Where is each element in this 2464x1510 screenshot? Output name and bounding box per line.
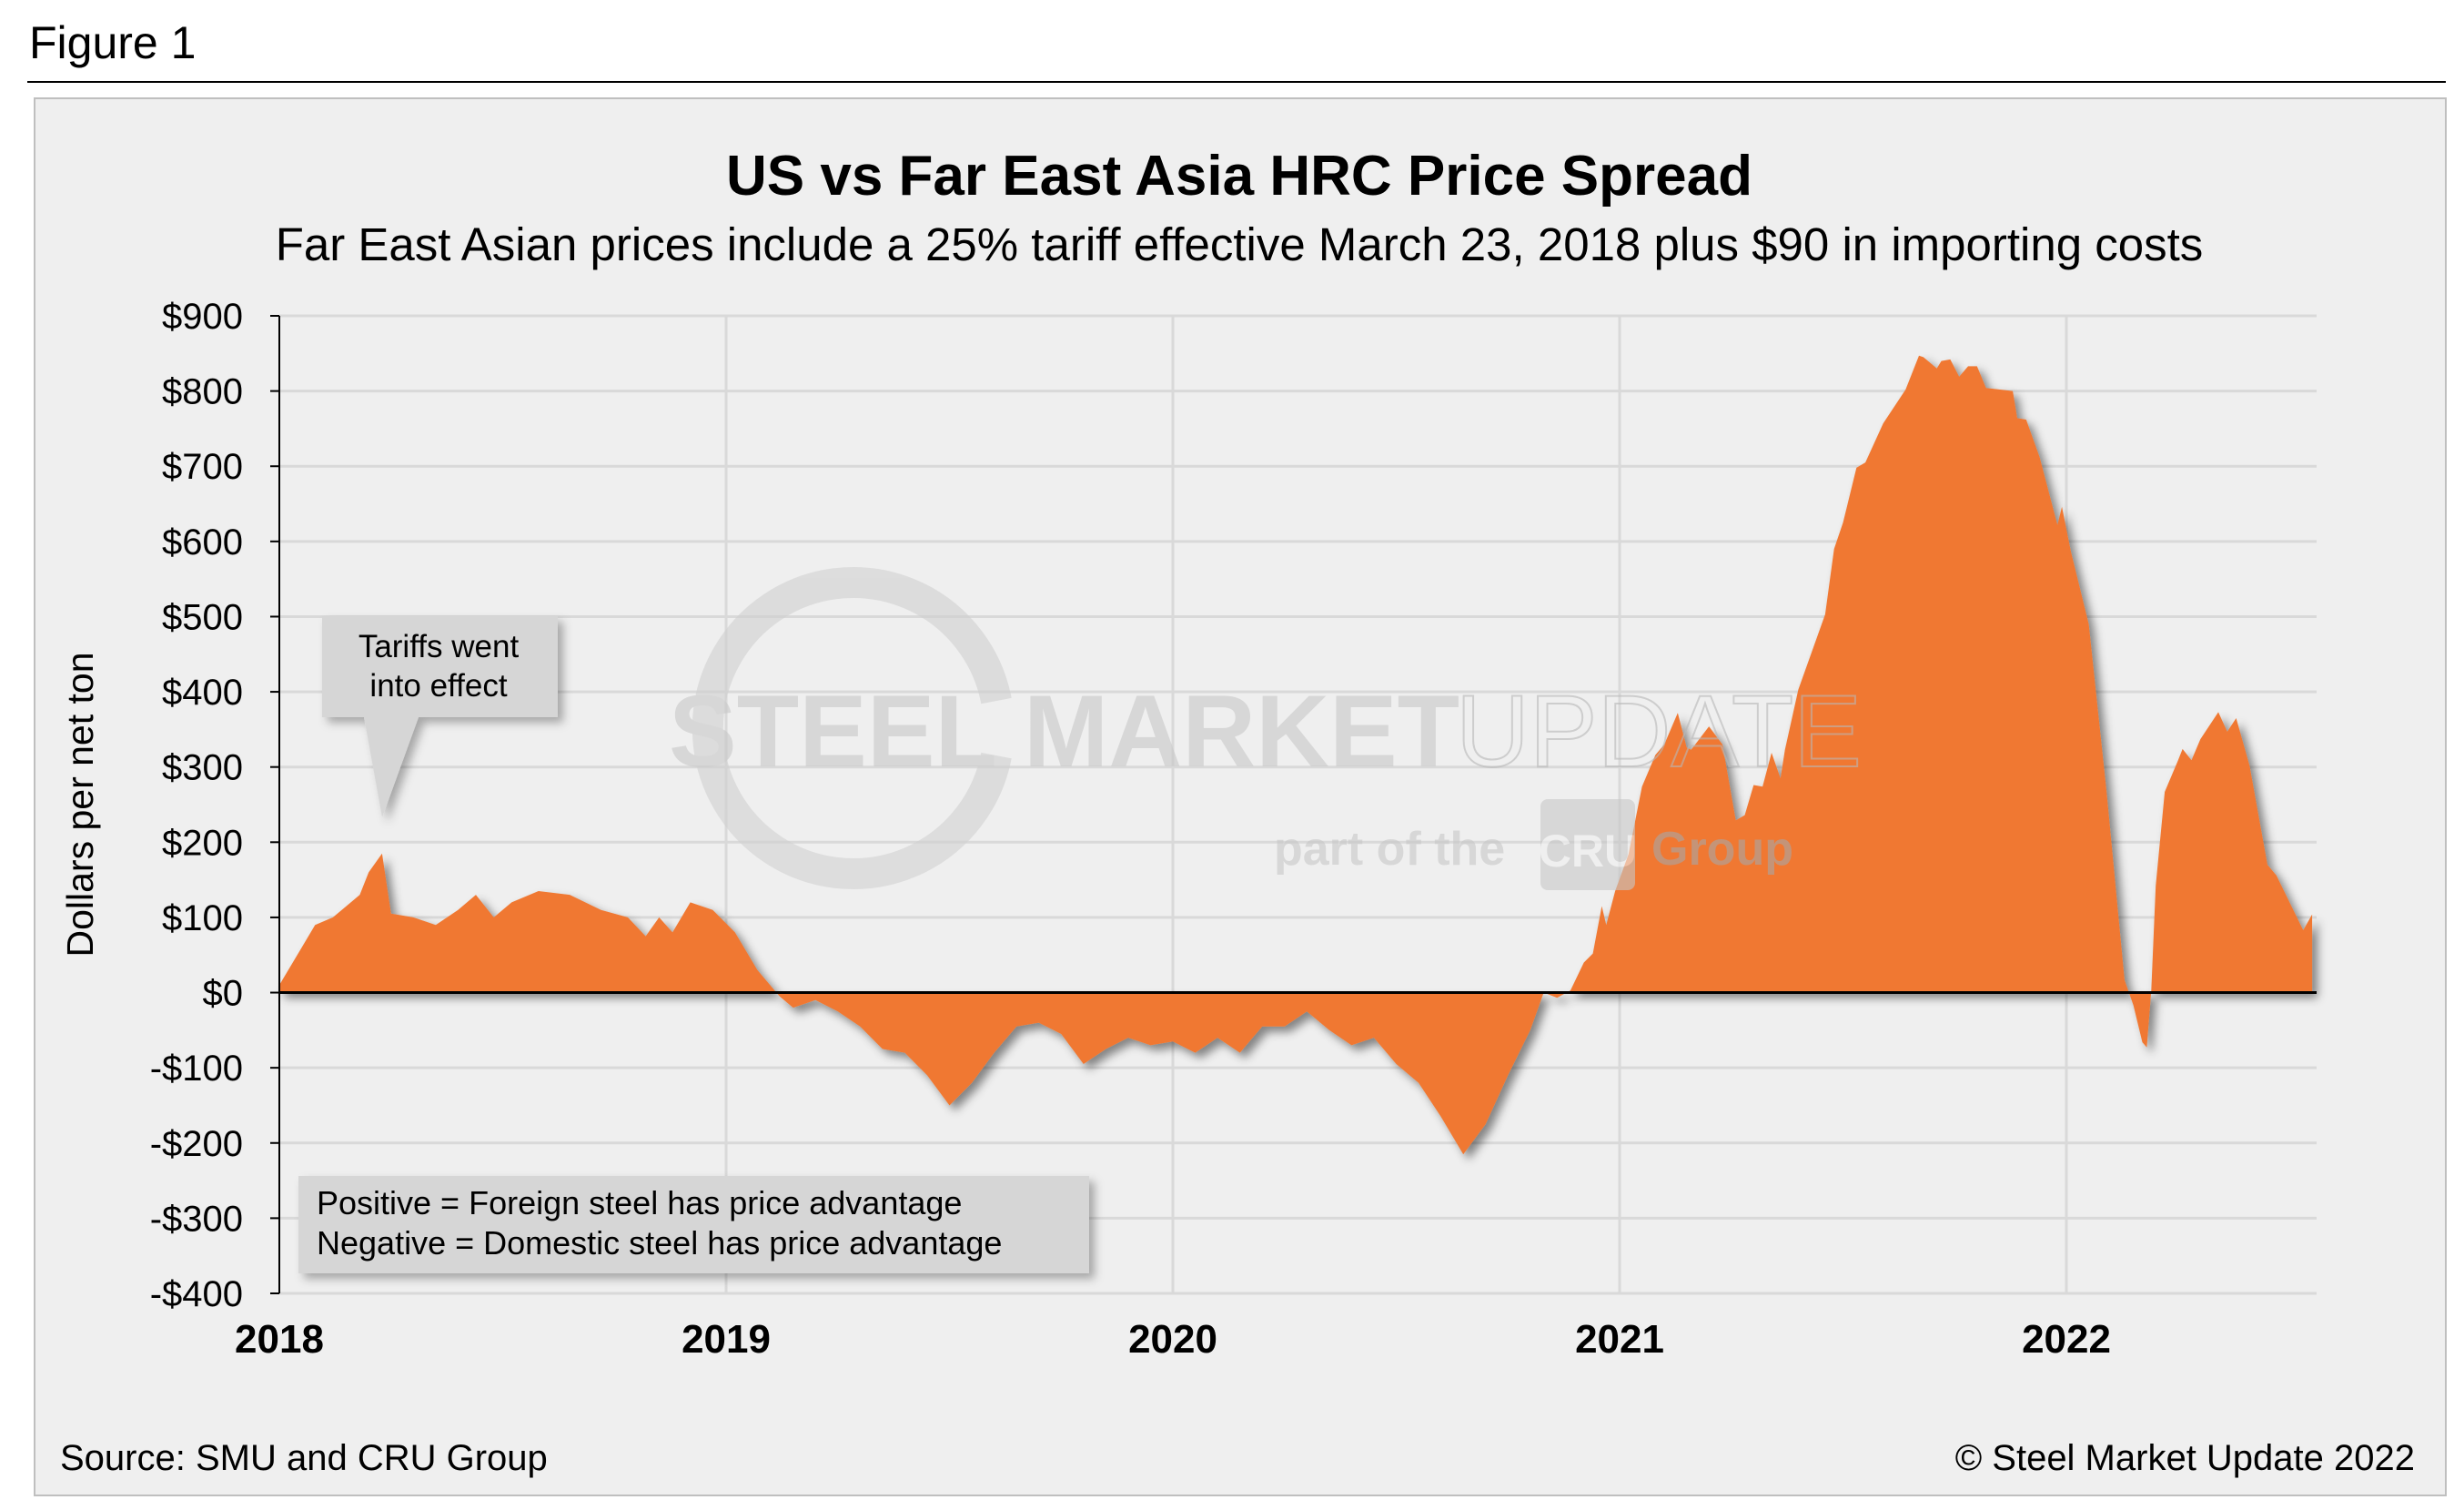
watermark-logo: STEEL MARKET UPDATE part of the CRU Grou… xyxy=(669,567,1863,890)
legend-note-negative: Negative = Domestic steel has price adva… xyxy=(317,1224,1002,1262)
watermark-part-of: part of the xyxy=(1274,823,1505,876)
axes: $900 $800 $700 $600 $500 $400 $300 $200 $100 $0 -$… xyxy=(150,297,2317,1362)
x-tick-label: 2020 xyxy=(1128,1317,1217,1362)
callout-bubble xyxy=(322,616,558,817)
y-tick-label: $500 xyxy=(162,597,243,637)
legend-note-positive: Positive = Foreign steel has price advan… xyxy=(317,1184,962,1221)
copyright-note: © Steel Market Update 2022 xyxy=(1955,1438,2415,1478)
y-tick-label: $400 xyxy=(162,673,243,713)
tariff-callout xyxy=(322,616,558,817)
y-tick-label: -$400 xyxy=(150,1274,243,1314)
chart-title: US vs Far East Asia HRC Price Spread xyxy=(726,145,1752,208)
y-tick-label: $700 xyxy=(162,447,243,487)
chart-subtitle: Far East Asian prices include a 25% tari… xyxy=(276,218,2204,270)
x-tick-label: 2018 xyxy=(235,1317,324,1362)
y-tick-label: $100 xyxy=(162,898,243,938)
source-note: Source: SMU and CRU Group xyxy=(60,1438,548,1478)
watermark-text-light: UPDATE xyxy=(1456,674,1862,788)
y-tick-label: $300 xyxy=(162,748,243,788)
x-tick-label: 2022 xyxy=(2022,1317,2111,1362)
watermark-cru-box xyxy=(1540,799,1635,890)
watermark-cru: CRU xyxy=(1539,826,1637,877)
x-tick-label: 2021 xyxy=(1575,1317,1664,1362)
y-axis-label: Dollars per net ton xyxy=(59,652,101,957)
spread-area xyxy=(279,355,2313,1155)
y-tick-label: $600 xyxy=(162,522,243,562)
y-tick-label: -$300 xyxy=(150,1199,243,1239)
y-tick-label: -$200 xyxy=(150,1124,243,1164)
x-tick-label: 2019 xyxy=(682,1317,771,1362)
callout-line-2: into effect xyxy=(369,668,507,704)
y-tick-label: $200 xyxy=(162,823,243,863)
watermark-ring-icon xyxy=(692,567,1012,889)
y-tick-label: -$100 xyxy=(150,1049,243,1089)
legend-note-box xyxy=(298,1176,1089,1273)
y-tick-label: $0 xyxy=(203,974,244,1014)
figure-label: Figure 1 xyxy=(29,17,196,68)
watermark-text-bold: STEEL MARKET xyxy=(669,674,1459,788)
callout-line-1: Tariffs went xyxy=(358,629,520,664)
y-tick-label: $800 xyxy=(162,372,243,412)
y-tick-label: $900 xyxy=(162,297,243,337)
watermark-group: Group xyxy=(1651,823,1793,876)
